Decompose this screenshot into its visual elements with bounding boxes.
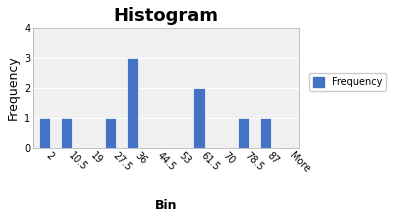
Bar <box>260 118 271 148</box>
Bar <box>39 118 50 148</box>
Title: Histogram: Histogram <box>113 7 219 25</box>
Bar <box>238 118 249 148</box>
Bar <box>193 88 205 148</box>
Legend: Frequency: Frequency <box>309 73 386 91</box>
Bar <box>61 118 72 148</box>
Bar <box>127 58 138 148</box>
X-axis label: Bin: Bin <box>154 199 177 212</box>
Y-axis label: Frequency: Frequency <box>7 55 20 120</box>
Bar <box>105 118 116 148</box>
